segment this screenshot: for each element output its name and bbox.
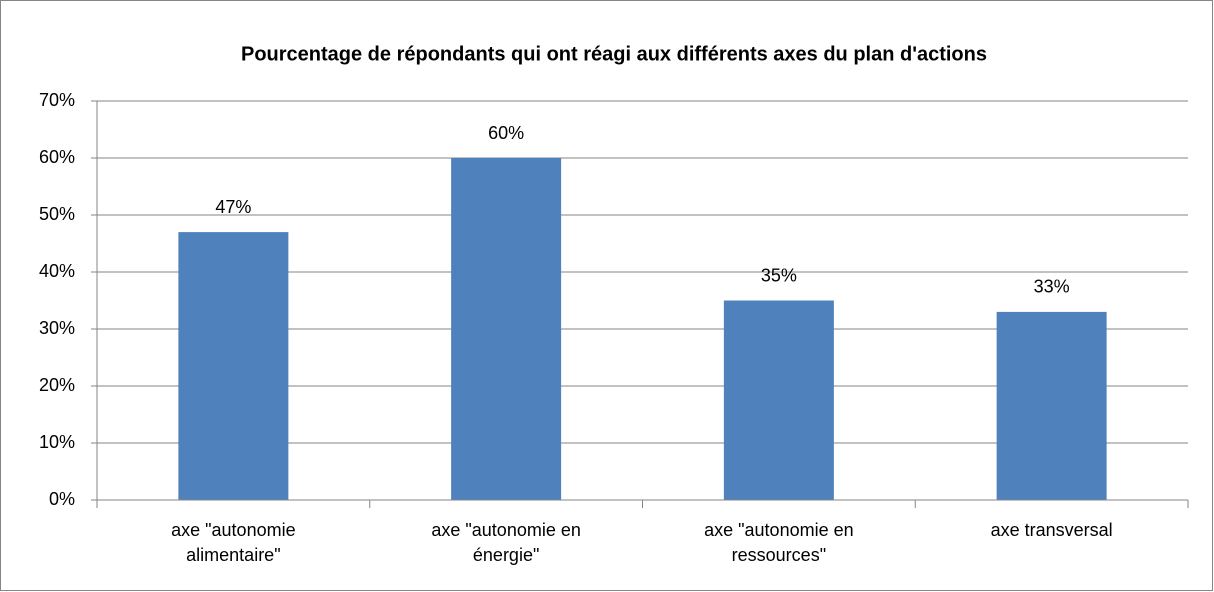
bar (451, 158, 562, 500)
data-label: 35% (761, 265, 797, 285)
x-tick-label: axe "autonomie alimentaire" (171, 520, 295, 565)
x-tick-label: axe transversal (991, 520, 1113, 540)
y-tick-label: 10% (39, 432, 75, 452)
data-label: 60% (488, 123, 524, 143)
chart-title: Pourcentage de répondants qui ont réagi … (241, 43, 987, 65)
x-tick-label: axe "autonomie en ressources" (704, 520, 854, 565)
y-tick-label: 30% (39, 318, 75, 338)
data-label: 33% (1034, 277, 1070, 297)
y-tick-label: 50% (39, 204, 75, 224)
y-tick-label: 70% (39, 90, 75, 110)
x-tick-label: axe "autonomie en énergie" (431, 520, 581, 565)
bar (178, 232, 289, 500)
y-tick-label: 20% (39, 375, 75, 395)
bar (723, 300, 834, 500)
bar (996, 311, 1107, 500)
y-tick-label: 40% (39, 261, 75, 281)
data-label: 47% (215, 197, 251, 217)
y-tick-label: 0% (49, 489, 75, 509)
y-tick-label: 60% (39, 147, 75, 167)
